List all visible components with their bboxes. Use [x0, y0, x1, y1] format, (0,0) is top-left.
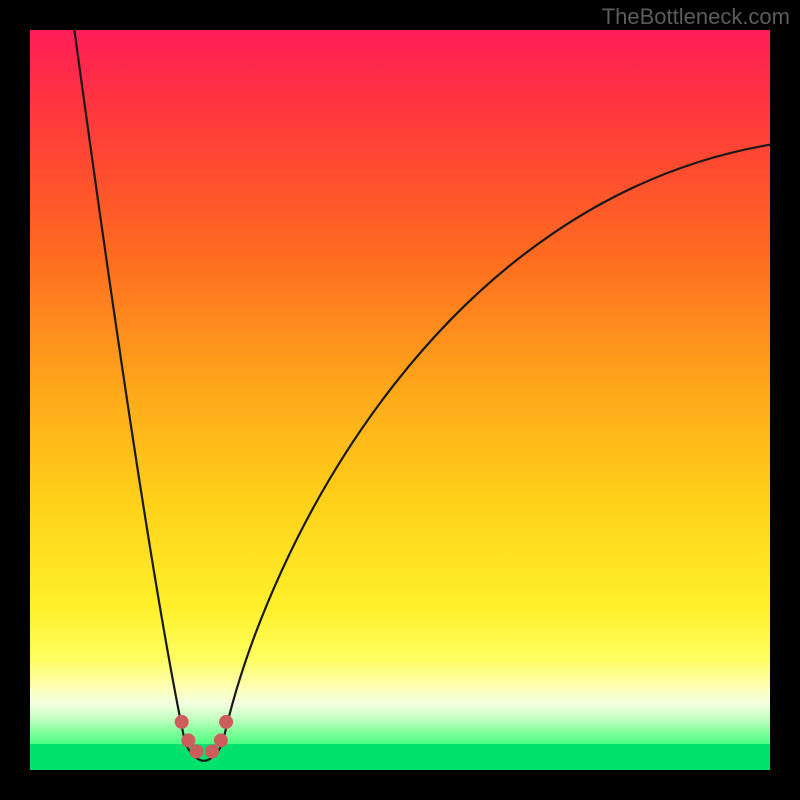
dip-marker	[205, 744, 219, 758]
dip-marker	[175, 715, 189, 729]
dip-markers-group	[175, 715, 233, 759]
curve-path	[74, 30, 770, 761]
plot-area	[30, 30, 770, 770]
bottleneck-curve	[30, 30, 770, 770]
dip-marker	[214, 733, 228, 747]
watermark-text: TheBottleneck.com	[602, 4, 790, 30]
dip-marker	[219, 715, 233, 729]
dip-marker	[189, 744, 203, 758]
